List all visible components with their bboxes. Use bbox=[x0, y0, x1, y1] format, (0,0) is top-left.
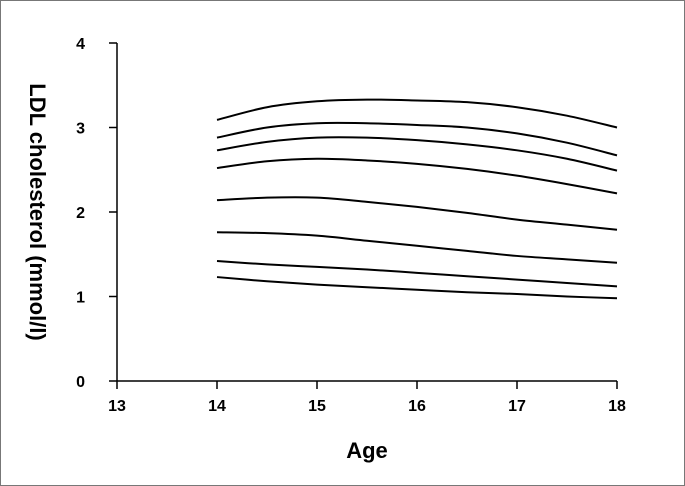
x-tick-label: 13 bbox=[108, 398, 126, 415]
series-line bbox=[216, 121, 618, 157]
x-tick-label: 14 bbox=[208, 398, 226, 415]
series-line bbox=[216, 98, 618, 129]
y-axis-label: LDL cholesterol (mmol/l) bbox=[25, 83, 50, 341]
x-axis-label: Age bbox=[346, 438, 388, 463]
y-tick-label: 3 bbox=[76, 121, 85, 138]
y-tick-label: 1 bbox=[76, 290, 85, 307]
series-line bbox=[216, 231, 618, 264]
y-tick-label: 0 bbox=[76, 374, 85, 391]
series-line bbox=[216, 276, 618, 300]
series-line bbox=[216, 136, 618, 172]
x-tick-label: 18 bbox=[608, 398, 626, 415]
series-line bbox=[216, 196, 618, 231]
y-tick-label: 4 bbox=[76, 36, 85, 53]
x-tick-label: 17 bbox=[508, 398, 526, 415]
x-tick-label: 15 bbox=[308, 398, 326, 415]
y-tick-label: 2 bbox=[76, 205, 85, 222]
series-line bbox=[216, 260, 618, 288]
x-tick-label: 16 bbox=[408, 398, 426, 415]
series-line bbox=[216, 157, 618, 195]
